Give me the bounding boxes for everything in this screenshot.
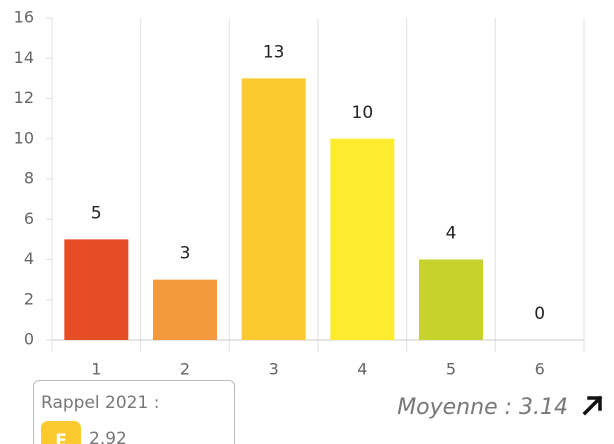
y-tick-label: 4 — [24, 249, 34, 268]
data-label: 4 — [446, 224, 457, 244]
y-tick-label: 10 — [14, 128, 34, 147]
bar — [153, 279, 217, 340]
average: Moyenne : 3.14 — [397, 395, 568, 420]
grade-badge: E — [41, 421, 81, 444]
x-tick-label: 1 — [91, 360, 101, 376]
y-tick-label: 6 — [24, 209, 34, 228]
recall-value: 2.92 — [89, 429, 127, 444]
bar — [330, 138, 395, 340]
expand-icon[interactable] — [580, 392, 606, 418]
x-tick-label: 5 — [446, 360, 456, 376]
y-tick-label: 2 — [24, 289, 34, 308]
data-label: 13 — [263, 42, 285, 62]
chart: 0 2 4 6 8 10 12 14 16 1 5 2 3 3 13 4 10 5 4 6 0 — [14, 8, 585, 379]
recall-label: Rappel 2021 : — [41, 393, 160, 413]
x-tick-label: 3 — [269, 360, 279, 376]
y-tick-label: 14 — [14, 48, 34, 67]
x-tick-label: 6 — [535, 360, 545, 376]
y-tick-label: 16 — [14, 8, 34, 27]
recall-box: Rappel 2021 : E 2.92 — [33, 380, 235, 444]
bar — [419, 259, 483, 340]
data-label: 5 — [91, 203, 102, 223]
y-tick-label: 0 — [24, 330, 34, 349]
bar — [241, 78, 306, 340]
x-tick-label: 4 — [357, 360, 367, 376]
data-label: 3 — [180, 244, 191, 264]
bar — [64, 239, 129, 340]
y-tick-label: 12 — [14, 88, 34, 107]
data-label: 0 — [534, 304, 545, 324]
x-tick-label: 2 — [180, 360, 190, 376]
y-tick-label: 8 — [24, 169, 34, 188]
data-label: 10 — [352, 103, 374, 123]
